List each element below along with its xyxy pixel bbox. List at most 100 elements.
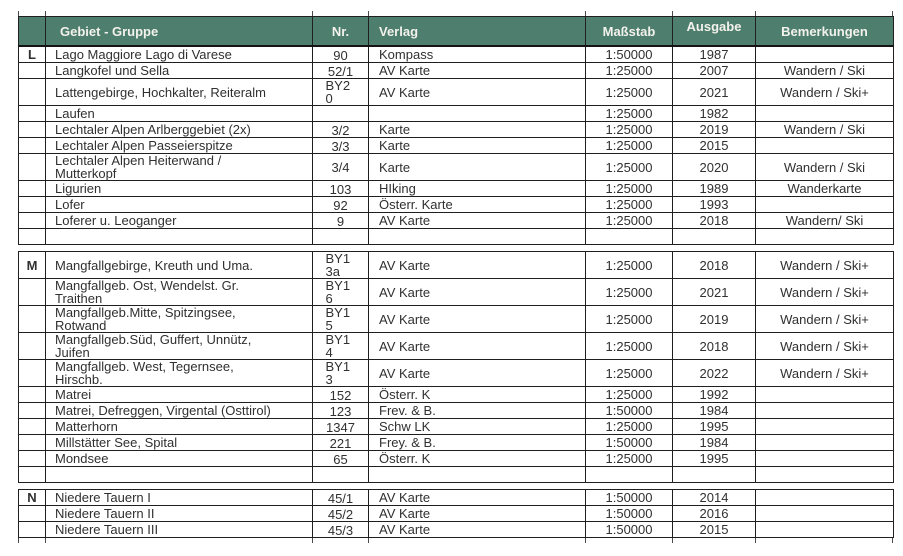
cell-letter xyxy=(18,180,46,197)
table-row: Matterhorn 1347 Schw LK 1:25000 1995 xyxy=(18,418,894,435)
border-tick xyxy=(368,538,369,543)
cell-letter xyxy=(18,418,46,435)
cell-ausgabe: 1992 xyxy=(672,386,756,403)
cell-ausgabe: 2014 xyxy=(672,489,756,506)
cell-nr: BY15 xyxy=(312,305,369,333)
nr-value: 103 xyxy=(329,181,352,197)
cell-bemerkungen: Wandern / Ski+ xyxy=(755,305,894,333)
cell-letter xyxy=(18,105,46,122)
cell-massstab: 1:25000 xyxy=(585,418,673,435)
cell-bemerkungen: Wanderkarte xyxy=(755,180,894,197)
cell-gebiet: Niedere Tauern II xyxy=(45,505,313,522)
cell-bemerkungen xyxy=(755,137,894,154)
border-tick xyxy=(755,11,756,16)
cell-nr: 9 xyxy=(312,212,369,229)
cell-verlag: AV Karte xyxy=(368,332,586,360)
cell-verlag: Frev. & B. xyxy=(368,402,586,419)
cell-ausgabe: 2018 xyxy=(672,332,756,360)
ausgabe-header-label: Ausgabe xyxy=(686,18,742,34)
cell-ausgabe: 1984 xyxy=(672,434,756,451)
cell-empty xyxy=(755,228,894,245)
group-N-rows: N Niedere Tauern I 45/1 AV Karte 1:50000 2014… xyxy=(18,489,894,538)
cell-nr: 152 xyxy=(312,386,369,403)
cell-bemerkungen: Wandern/ Ski xyxy=(755,212,894,229)
cell-ausgabe: 2015 xyxy=(672,137,756,154)
cell-empty xyxy=(45,466,313,483)
empty-separator-row xyxy=(18,228,894,245)
cell-ausgabe: 2021 xyxy=(672,278,756,306)
table-row: Ligurien 103 HIking 1:25000 1989 Wanderkarte xyxy=(18,180,894,197)
cell-gebiet: Lago Maggiore Lago di Varese xyxy=(45,45,313,63)
table-header: Gebiet - Gruppe Nr. Verlag Maßstab Ausga… xyxy=(18,16,894,47)
cell-gebiet: Mangfallgebirge, Kreuth und Uma. xyxy=(45,251,313,279)
cell-letter xyxy=(18,359,46,387)
cell-verlag: AV Karte xyxy=(368,359,586,387)
cell-ausgabe: 2015 xyxy=(672,521,756,538)
cell-empty xyxy=(368,228,586,245)
table-row: Laufen 1:25000 1982 xyxy=(18,105,894,122)
nr-value: 45/3 xyxy=(327,522,354,538)
cell-bemerkungen: Wandern / Ski+ xyxy=(755,332,894,360)
cell-gebiet: Matterhorn xyxy=(45,418,313,435)
cell-nr: 65 xyxy=(312,450,369,467)
col-header-verlag: Verlag xyxy=(368,16,586,47)
cell-ausgabe: 1993 xyxy=(672,196,756,213)
col-header-bemerkungen: Bemerkungen xyxy=(755,16,894,47)
nr-value: BY16 xyxy=(325,278,351,306)
nr-value: 123 xyxy=(329,403,352,419)
cell-letter xyxy=(18,402,46,419)
table-row: Niedere Tauern III 45/3 AV Karte 1:50000 201… xyxy=(18,521,894,538)
cell-nr: 90 xyxy=(312,45,369,63)
cell-verlag: Österr. Karte xyxy=(368,196,586,213)
cell-gebiet: Mangfallgeb.Mitte, Spitzingsee, Rotwand xyxy=(45,305,313,333)
nr-value: BY13 xyxy=(325,359,351,387)
cell-ausgabe: 1982 xyxy=(672,105,756,122)
cell-nr: 3/4 xyxy=(312,153,369,181)
cell-massstab: 1:25000 xyxy=(585,332,673,360)
cell-massstab: 1:25000 xyxy=(585,137,673,154)
border-tick xyxy=(672,538,673,543)
cell-massstab: 1:50000 xyxy=(585,505,673,522)
cell-gebiet: Mondsee xyxy=(45,450,313,467)
cell-nr: 92 xyxy=(312,196,369,213)
cell-massstab: 1:25000 xyxy=(585,153,673,181)
cell-gebiet: Mangfallgeb.Süd, Guffert, Unnütz, Juifen xyxy=(45,332,313,360)
cell-bemerkungen xyxy=(755,402,894,419)
nr-value: BY13a xyxy=(325,251,351,279)
cell-massstab: 1:25000 xyxy=(585,305,673,333)
cell-bemerkungen xyxy=(755,450,894,467)
cell-letter xyxy=(18,332,46,360)
cell-bemerkungen: Wandern / Ski xyxy=(755,121,894,138)
cell-letter: N xyxy=(18,489,46,506)
table-row: Mangfallgeb. West, Tegernsee, Hirschb. BY… xyxy=(18,359,894,387)
cell-letter xyxy=(18,386,46,403)
nr-value: 92 xyxy=(333,197,348,213)
cell-massstab: 1:25000 xyxy=(585,251,673,279)
cell-letter xyxy=(18,521,46,538)
table-row: Mangfallgeb.Süd, Guffert, Unnütz, Juifen… xyxy=(18,332,894,360)
border-tick xyxy=(755,538,756,543)
table-row: Loferer u. Leoganger 9 AV Karte 1:25000 2018… xyxy=(18,212,894,229)
table-row: N Niedere Tauern I 45/1 AV Karte 1:50000 2014 xyxy=(18,489,894,506)
cell-gebiet: Niedere Tauern III xyxy=(45,521,313,538)
cell-massstab: 1:25000 xyxy=(585,359,673,387)
nr-value: 3/3 xyxy=(331,138,350,154)
col-header-gebiet: Gebiet - Gruppe xyxy=(45,16,313,47)
cell-letter xyxy=(18,137,46,154)
cell-gebiet: Lattengebirge, Hochkalter, Reiteralm xyxy=(45,78,313,106)
cell-verlag: AV Karte xyxy=(368,278,586,306)
cell-massstab: 1:25000 xyxy=(585,121,673,138)
cell-bemerkungen xyxy=(755,434,894,451)
cell-nr: 45/3 xyxy=(312,521,369,538)
cell-bemerkungen: Wandern / Ski+ xyxy=(755,278,894,306)
group-L-rows: L Lago Maggiore Lago di Varese 90 Kompass 1:… xyxy=(18,45,894,245)
cell-verlag xyxy=(368,105,586,122)
cell-massstab: 1:25000 xyxy=(585,212,673,229)
cell-verlag: AV Karte xyxy=(368,521,586,538)
cell-letter: M xyxy=(18,251,46,279)
cell-letter xyxy=(18,450,46,467)
nr-value: 221 xyxy=(329,435,352,451)
cell-bemerkungen xyxy=(755,521,894,538)
cell-nr: 45/1 xyxy=(312,489,369,506)
cell-verlag: AV Karte xyxy=(368,212,586,229)
